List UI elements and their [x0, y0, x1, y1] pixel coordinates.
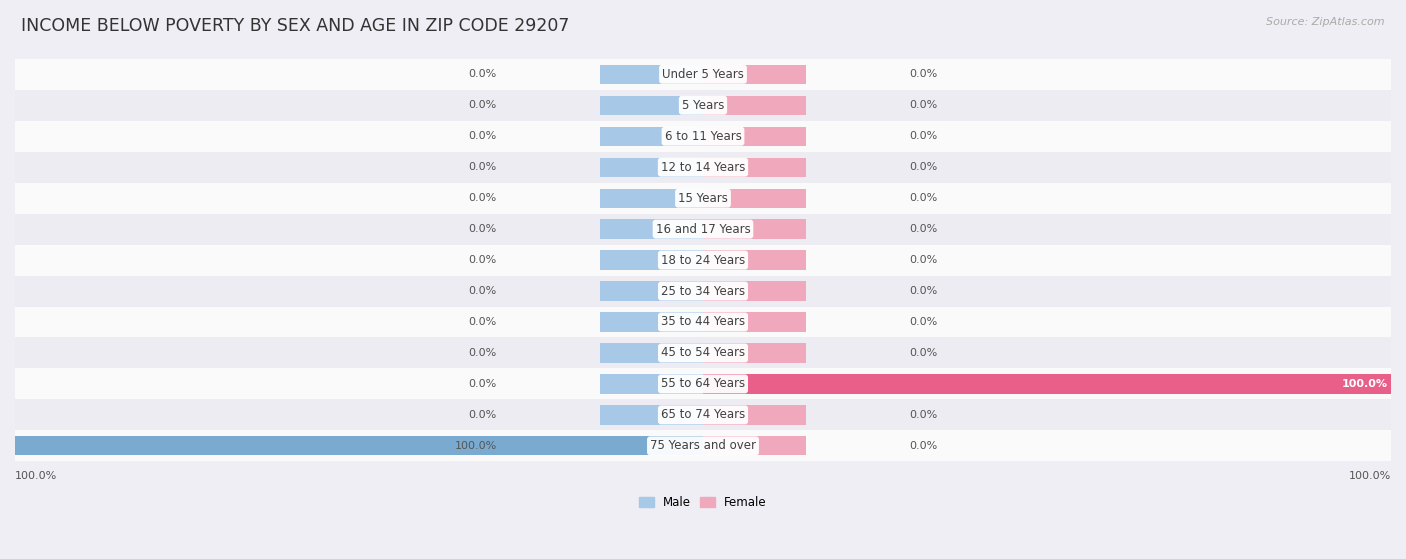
Text: 15 Years: 15 Years: [678, 192, 728, 205]
Text: 0.0%: 0.0%: [468, 410, 496, 420]
Text: 65 to 74 Years: 65 to 74 Years: [661, 409, 745, 421]
Bar: [15, 121, 1391, 151]
Text: INCOME BELOW POVERTY BY SEX AND AGE IN ZIP CODE 29207: INCOME BELOW POVERTY BY SEX AND AGE IN Z…: [21, 17, 569, 35]
Bar: [15, 90, 1391, 121]
Text: 18 to 24 Years: 18 to 24 Years: [661, 254, 745, 267]
Text: 6 to 11 Years: 6 to 11 Years: [665, 130, 741, 143]
Bar: [15, 59, 1391, 90]
Bar: [600, 188, 703, 208]
Text: 0.0%: 0.0%: [910, 224, 938, 234]
Bar: [703, 343, 806, 363]
Bar: [703, 250, 806, 269]
Text: 16 and 17 Years: 16 and 17 Years: [655, 222, 751, 235]
Text: 0.0%: 0.0%: [468, 224, 496, 234]
Text: 0.0%: 0.0%: [468, 379, 496, 389]
Bar: [15, 151, 1391, 183]
Bar: [600, 312, 703, 331]
Bar: [600, 375, 703, 394]
Text: 45 to 54 Years: 45 to 54 Years: [661, 347, 745, 359]
Bar: [15, 368, 1391, 400]
Bar: [703, 126, 806, 146]
Bar: [600, 158, 703, 177]
Bar: [703, 281, 806, 301]
Text: 0.0%: 0.0%: [910, 348, 938, 358]
Text: 0.0%: 0.0%: [468, 131, 496, 141]
Text: Source: ZipAtlas.com: Source: ZipAtlas.com: [1267, 17, 1385, 27]
Text: 0.0%: 0.0%: [910, 100, 938, 110]
Bar: [703, 220, 806, 239]
Text: 35 to 44 Years: 35 to 44 Years: [661, 315, 745, 329]
Text: 0.0%: 0.0%: [468, 69, 496, 79]
Bar: [600, 250, 703, 269]
Text: 12 to 14 Years: 12 to 14 Years: [661, 160, 745, 174]
Text: 0.0%: 0.0%: [468, 100, 496, 110]
Text: 100.0%: 100.0%: [454, 441, 496, 451]
Text: 75 Years and over: 75 Years and over: [650, 439, 756, 452]
Bar: [15, 183, 1391, 214]
Bar: [15, 400, 1391, 430]
Text: 0.0%: 0.0%: [910, 162, 938, 172]
Text: Under 5 Years: Under 5 Years: [662, 68, 744, 80]
Text: 0.0%: 0.0%: [910, 131, 938, 141]
Bar: [703, 375, 1391, 394]
Bar: [600, 220, 703, 239]
Text: 0.0%: 0.0%: [910, 286, 938, 296]
Bar: [600, 281, 703, 301]
Bar: [600, 343, 703, 363]
Text: 100.0%: 100.0%: [1348, 471, 1391, 481]
Text: 0.0%: 0.0%: [910, 69, 938, 79]
Text: 0.0%: 0.0%: [910, 255, 938, 265]
Bar: [703, 188, 806, 208]
Text: 0.0%: 0.0%: [910, 317, 938, 327]
Text: 0.0%: 0.0%: [468, 193, 496, 203]
Bar: [15, 276, 1391, 306]
Bar: [703, 312, 806, 331]
Bar: [15, 430, 1391, 461]
Bar: [703, 65, 806, 84]
Bar: [600, 65, 703, 84]
Text: 0.0%: 0.0%: [468, 348, 496, 358]
Bar: [15, 306, 1391, 338]
Bar: [15, 338, 1391, 368]
Text: 0.0%: 0.0%: [910, 410, 938, 420]
Bar: [703, 158, 806, 177]
Text: 55 to 64 Years: 55 to 64 Years: [661, 377, 745, 390]
Bar: [600, 405, 703, 424]
Bar: [703, 436, 806, 456]
Bar: [703, 405, 806, 424]
Text: 0.0%: 0.0%: [910, 441, 938, 451]
Bar: [15, 214, 1391, 245]
Text: 100.0%: 100.0%: [1341, 379, 1388, 389]
Text: 0.0%: 0.0%: [910, 193, 938, 203]
Bar: [15, 436, 703, 456]
Text: 0.0%: 0.0%: [468, 286, 496, 296]
Text: 100.0%: 100.0%: [15, 471, 58, 481]
Text: 0.0%: 0.0%: [468, 317, 496, 327]
Bar: [703, 96, 806, 115]
Text: 5 Years: 5 Years: [682, 99, 724, 112]
Bar: [15, 245, 1391, 276]
Legend: Male, Female: Male, Female: [634, 491, 772, 514]
Bar: [600, 126, 703, 146]
Text: 0.0%: 0.0%: [468, 162, 496, 172]
Bar: [600, 96, 703, 115]
Text: 0.0%: 0.0%: [468, 255, 496, 265]
Text: 25 to 34 Years: 25 to 34 Years: [661, 285, 745, 297]
